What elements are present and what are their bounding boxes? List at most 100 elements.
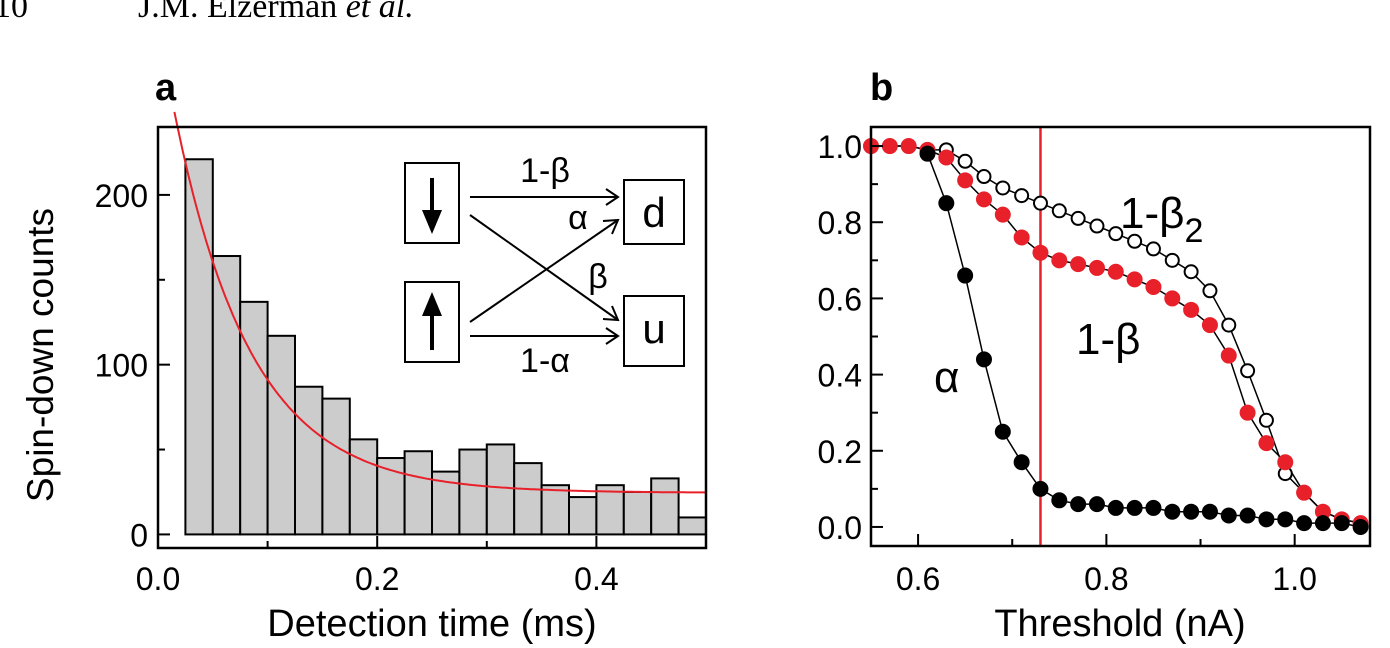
data-point [1314, 515, 1331, 532]
panel-label-a: a [155, 67, 177, 109]
data-point [938, 149, 955, 166]
down-arrow-icon [422, 178, 442, 234]
data-point [1240, 363, 1256, 379]
histogram-bar [485, 443, 516, 536]
data-point [1258, 435, 1275, 452]
data-point [1051, 252, 1068, 269]
histogram-bar [513, 462, 543, 536]
x-tick-label-a: 0.4 [574, 561, 618, 597]
outcome-d-label: d [642, 189, 665, 236]
histogram-bar [403, 450, 434, 536]
exponential-fit-curve [173, 111, 707, 494]
histogram-bar [294, 385, 324, 536]
series-label-alpha: α [934, 353, 959, 402]
y-tick-label-a: 0 [130, 517, 148, 553]
data-point [975, 351, 992, 368]
panel-b: b 0.6 0.8 1.0 0.0 0.2 0.4 0.6 0.8 1.0 Threshold … [818, 67, 1372, 645]
data-point [1202, 283, 1218, 299]
histogram-bar [650, 477, 680, 536]
data-point [1070, 496, 1087, 513]
series-label-one-minus-beta: 1-β [1076, 315, 1140, 364]
histogram-bar [266, 334, 297, 536]
data-point [1145, 278, 1162, 295]
data-point [1107, 263, 1124, 280]
data-point [881, 138, 898, 155]
data-point [957, 172, 974, 189]
series-points [863, 138, 1369, 535]
axes-b: 0.6 0.8 1.0 0.0 0.2 0.4 0.6 0.8 1.0 [818, 125, 1372, 597]
data-point [1239, 404, 1256, 421]
histogram-bar [595, 484, 625, 536]
data-point [1164, 290, 1181, 307]
y-axis-label-a: Spin-down counts [20, 208, 61, 502]
data-point [957, 267, 974, 284]
data-point [1277, 454, 1294, 471]
data-point [1239, 507, 1256, 524]
series-label-one-minus-beta-2: 1-β2 [1120, 189, 1203, 250]
page-header: 10 J.M. Elzerman et al. [0, 0, 600, 28]
x-tick-label-b: 0.6 [896, 561, 940, 597]
label-one-minus-alpha: 1-α [520, 342, 570, 380]
y-tick-label-b: 0.6 [818, 281, 862, 317]
data-point [1220, 507, 1237, 524]
y-tick-label-b: 0.2 [818, 434, 862, 470]
panel-label-b: b [870, 67, 893, 109]
data-point [1013, 229, 1030, 246]
panel-a: a 0.0 0.2 0.4 0 100 200 Spin-down counts Dete… [20, 67, 708, 645]
x-axis-label-b: Threshold (nA) [994, 603, 1245, 645]
data-point [1201, 503, 1218, 520]
data-point [994, 206, 1011, 223]
page-authors: J.M. Elzerman et al. [138, 0, 414, 25]
histogram-bar [211, 255, 242, 536]
x-tick-label-a: 0.0 [136, 561, 180, 597]
histogram-bar [540, 484, 570, 536]
data-point [1164, 252, 1180, 268]
data-point [1051, 492, 1068, 509]
histogram-bar [458, 448, 488, 536]
histogram-bar [239, 300, 269, 536]
data-point [957, 153, 973, 169]
y-tick-label-b: 0.8 [818, 205, 862, 241]
label-one-minus-beta: 1-β [520, 152, 570, 190]
data-point [938, 195, 955, 212]
transition-diagram: d u 1-β α β 1-α [404, 152, 685, 380]
y-tick-label-b: 0.4 [818, 358, 862, 394]
histogram-bar [622, 490, 653, 536]
histogram-bar [348, 438, 379, 536]
data-point [1127, 233, 1143, 249]
data-point [975, 191, 992, 208]
data-point [1089, 218, 1105, 234]
data-point [1070, 256, 1087, 273]
page-number: 10 [0, 0, 28, 25]
plot-frame-a [156, 125, 708, 550]
x-tick-label-b: 1.0 [1272, 561, 1316, 597]
data-point [995, 180, 1011, 196]
axes-a: 0.0 0.2 0.4 0 100 200 [95, 125, 708, 597]
data-point [1126, 499, 1143, 516]
data-point [900, 138, 917, 155]
histogram-bar [568, 496, 598, 536]
data-point [919, 145, 936, 162]
data-point [1333, 515, 1350, 532]
data-point [1088, 259, 1105, 276]
outcome-u-label: u [642, 305, 665, 352]
up-arrow-icon [422, 292, 442, 350]
data-point [1108, 226, 1124, 242]
data-point [1201, 317, 1218, 334]
data-point [1296, 484, 1313, 501]
data-point [1145, 241, 1161, 257]
data-point [1183, 264, 1199, 280]
data-point [1352, 518, 1369, 535]
x-tick-label-b: 0.8 [1084, 561, 1128, 597]
data-point [1107, 499, 1124, 516]
data-point [1258, 511, 1275, 528]
data-point [1277, 511, 1294, 528]
data-point [1032, 195, 1048, 211]
data-point [1032, 480, 1049, 497]
y-tick-label-a: 100 [95, 348, 148, 384]
outcome-u-box [623, 295, 685, 367]
data-point [1051, 203, 1067, 219]
data-point [1013, 454, 1030, 471]
data-point [1183, 503, 1200, 520]
